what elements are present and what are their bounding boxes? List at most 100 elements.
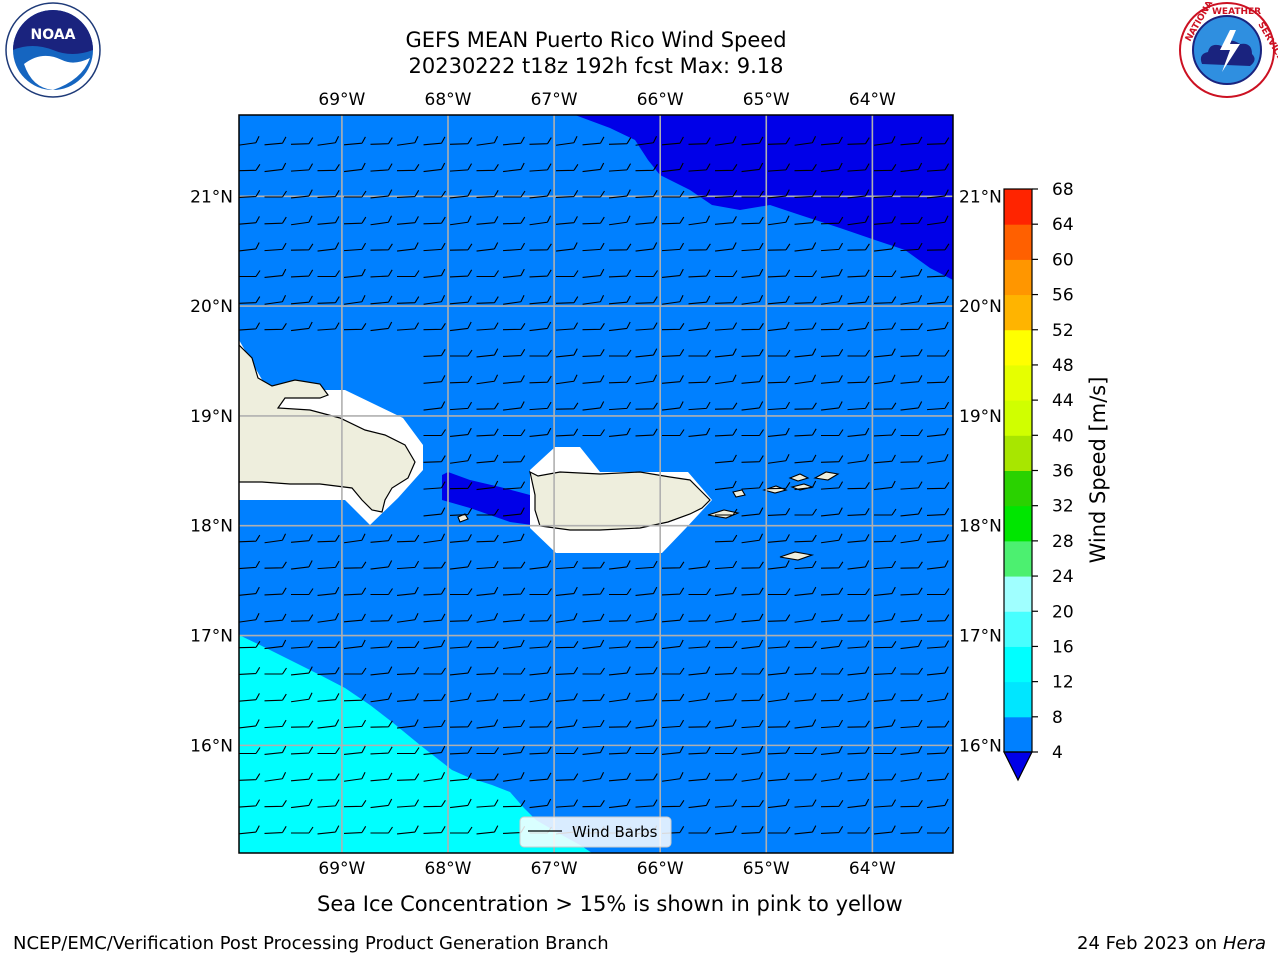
wind-barb — [714, 534, 738, 543]
wind-barb — [688, 798, 711, 809]
wind-barb — [635, 242, 658, 252]
wind-barb — [449, 614, 473, 622]
wind-barb — [900, 745, 923, 755]
wind-barb — [688, 666, 711, 676]
wind-barb — [556, 374, 578, 385]
wind-barb — [821, 429, 844, 437]
wind-barb — [370, 295, 393, 305]
wind-barb — [688, 560, 711, 570]
wind-barb — [688, 243, 711, 251]
wind-barb — [264, 719, 287, 729]
wind-barb — [396, 773, 420, 781]
wind-barb — [900, 772, 923, 782]
wind-barb — [529, 269, 552, 278]
wind-barb — [476, 296, 499, 304]
wind-barb — [502, 587, 526, 596]
wind-barb — [768, 454, 790, 464]
colorbar-segment — [1004, 576, 1032, 612]
wind-barb — [291, 560, 313, 570]
wind-barb — [635, 773, 658, 781]
latitude-label: 20°N — [959, 297, 1002, 317]
wind-barb — [741, 401, 764, 411]
wind-barb — [741, 639, 764, 650]
wind-barb — [476, 322, 499, 331]
colorbar-segment — [1004, 294, 1032, 331]
wind-barb — [502, 799, 526, 808]
latitude-label: 19°N — [190, 407, 233, 427]
wind-barb — [741, 533, 764, 544]
wind-barb — [661, 561, 685, 569]
wind-barb — [900, 799, 923, 808]
colorbar-segment — [1004, 470, 1032, 507]
wind-barb — [370, 243, 393, 251]
wind-barb — [820, 322, 844, 331]
latitude-label: 21°N — [959, 187, 1002, 207]
wind-barb — [608, 163, 632, 172]
wind-barb — [290, 640, 314, 649]
wind-barb — [767, 666, 790, 676]
wind-barb — [688, 189, 711, 199]
wind-barb — [529, 720, 552, 728]
wind-barb — [688, 321, 711, 332]
wind-barb — [847, 349, 870, 357]
latitude-label: 19°N — [959, 407, 1002, 427]
wind-barb — [502, 613, 525, 623]
wind-barb — [423, 401, 446, 411]
wind-barb — [423, 242, 446, 252]
wind-barb — [370, 826, 393, 834]
longitude-label: 67°W — [531, 90, 578, 110]
wind-barb — [476, 480, 499, 491]
wind-barb — [609, 588, 632, 596]
wind-barb — [900, 455, 923, 463]
wind-barb — [317, 296, 340, 304]
latitude-label: 21°N — [190, 187, 233, 207]
wind-barb — [423, 826, 446, 835]
wind-barb — [847, 481, 870, 490]
strong-wind-region — [575, 115, 953, 280]
wind-barb — [476, 136, 499, 146]
wind-barb — [476, 454, 499, 464]
wind-barb — [741, 481, 764, 490]
colorbar-segment — [1004, 611, 1032, 647]
wind-barb — [847, 295, 870, 305]
latitude-label: 16°N — [959, 736, 1002, 756]
wind-barb — [423, 349, 446, 358]
wind-barb — [582, 295, 605, 305]
wind-barb — [874, 374, 896, 385]
wind-barb — [847, 243, 870, 251]
wind-barb — [927, 588, 950, 596]
wind-barb — [582, 242, 605, 252]
wind-barb — [662, 639, 684, 650]
wind-barb — [794, 799, 817, 808]
wind-barb — [264, 826, 287, 835]
wind-barb — [794, 136, 817, 146]
wind-barb — [661, 268, 684, 278]
wind-barb — [794, 508, 817, 516]
wind-barb — [529, 401, 552, 411]
wind-barb — [874, 613, 896, 623]
wind-barb — [608, 269, 632, 278]
wind-barb — [767, 137, 791, 145]
wind-barb — [396, 216, 419, 225]
wind-barb — [635, 747, 658, 755]
wind-barb — [317, 190, 340, 199]
wind-barb — [927, 798, 949, 809]
colorbar-segment — [1004, 189, 1032, 225]
wind-barb — [239, 747, 261, 755]
wind-barb — [503, 772, 525, 782]
wind-barb — [449, 427, 472, 437]
wind-barb — [714, 163, 738, 172]
colorbar-segment — [1004, 681, 1032, 718]
colorbar-segment — [1004, 435, 1032, 471]
wind-barb — [873, 799, 897, 808]
wind-barb — [820, 507, 843, 517]
wind-barb — [794, 190, 817, 199]
colorbar-tick-label: 16 — [1052, 637, 1074, 657]
wind-barb — [741, 242, 764, 252]
wind-barb — [609, 692, 631, 703]
wind-barb — [450, 215, 472, 226]
wind-barb — [396, 640, 420, 649]
wind-barb — [688, 826, 711, 834]
wind-barb — [768, 588, 791, 596]
wind-barb — [873, 560, 897, 570]
